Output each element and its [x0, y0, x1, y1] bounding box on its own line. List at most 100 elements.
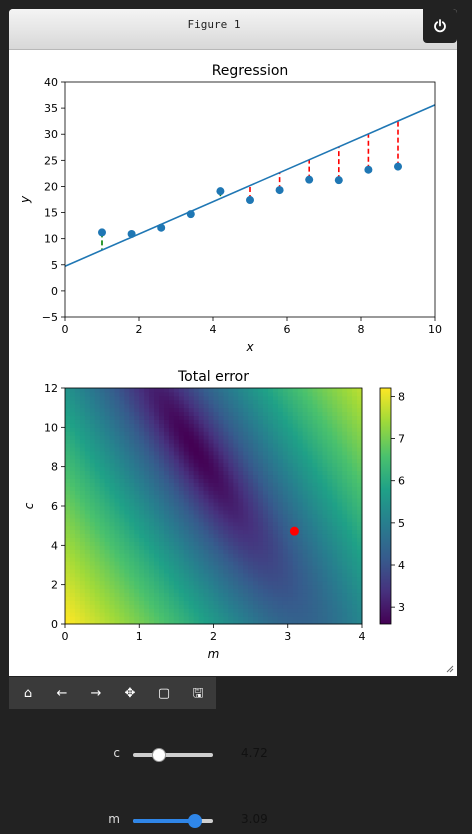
- heatmap-cell: [173, 580, 180, 586]
- heatmap-cell: [218, 443, 224, 448]
- heatmap-cell: [302, 486, 309, 491]
- heatmap-cell: [238, 423, 244, 428]
- heatmap-cell: [104, 557, 111, 562]
- heatmap-cell: [79, 399, 86, 405]
- heatmap-cell: [263, 450, 269, 456]
- slider-c-track[interactable]: [133, 753, 213, 757]
- heatmap-cell: [312, 474, 318, 479]
- heatmap-cell: [322, 517, 328, 523]
- heatmap-cell: [267, 525, 274, 531]
- heatmap-cell: [352, 478, 358, 483]
- heatmap-cell: [322, 407, 328, 413]
- heatmap-cell: [134, 561, 140, 566]
- heatmap-cell: [272, 419, 279, 424]
- save-button[interactable]: 🖫: [181, 677, 215, 709]
- heatmap-cell: [307, 478, 313, 483]
- heatmap-cell: [307, 494, 313, 499]
- heatmap-cell: [144, 466, 150, 472]
- heatmap-cell: [352, 572, 358, 578]
- heatmap-cell: [322, 391, 328, 397]
- heatmap-cell: [188, 490, 195, 495]
- heatmap-cell: [233, 486, 239, 491]
- heatmap-cell: [253, 588, 259, 594]
- heatmap-cell: [124, 439, 130, 444]
- heatmap-cell: [168, 561, 175, 566]
- heatmap-cell: [154, 395, 160, 401]
- heatmap-cell: [164, 435, 170, 440]
- heatmap-cell: [183, 592, 190, 597]
- slider-c-handle[interactable]: [152, 748, 167, 762]
- heatmap-cell: [79, 561, 86, 566]
- forward-button[interactable]: →: [79, 677, 113, 709]
- heatmap-cell: [332, 395, 338, 401]
- heatmap-cell: [109, 478, 115, 483]
- heatmap-cell: [253, 391, 259, 397]
- heatmap-cell: [84, 415, 91, 420]
- heatmap-cell: [337, 431, 343, 436]
- heatmap-cell: [149, 509, 155, 515]
- heatmap-cell: [263, 513, 269, 519]
- slider-c-label: c: [113, 746, 120, 760]
- back-button[interactable]: ←: [45, 677, 79, 709]
- heatmap-cell: [357, 407, 363, 413]
- heatmap-cell: [168, 580, 175, 586]
- home-button[interactable]: ⌂: [11, 677, 45, 709]
- heatmap-cell: [347, 439, 353, 444]
- heatmap-cell: [69, 443, 76, 448]
- heatmap-cell: [287, 525, 294, 531]
- heatmap-cell: [233, 513, 239, 519]
- heatmap-cell: [302, 576, 309, 582]
- heatmap-cell: [144, 411, 150, 417]
- heatmap-cell: [173, 506, 180, 511]
- heatmap-cell: [233, 435, 239, 440]
- heatmap-cell: [89, 580, 96, 586]
- heatmap-cell: [287, 447, 294, 452]
- heatmap-cell: [74, 411, 81, 417]
- heatmap-cell: [159, 399, 165, 405]
- heatmap-cell: [144, 395, 150, 401]
- heatmap-cell: [134, 435, 140, 440]
- colorbar-tick-label: 7: [398, 433, 405, 446]
- heatmap-cell: [188, 466, 195, 472]
- heatmap-cell: [342, 411, 348, 417]
- heatmap-cell: [178, 399, 185, 405]
- heatmap-cell: [183, 604, 190, 609]
- heatmap-cell: [79, 502, 86, 507]
- power-button[interactable]: [423, 9, 457, 43]
- zoom-button[interactable]: ▢: [147, 677, 181, 709]
- heatmap-cell: [159, 388, 165, 393]
- heatmap-cell: [292, 517, 299, 523]
- heatmap-cell: [109, 561, 115, 566]
- heatmap-cell: [267, 592, 274, 597]
- heatmap-cell: [159, 439, 165, 444]
- heatmap-cell: [208, 620, 214, 625]
- heatmap-cell: [94, 557, 101, 562]
- heatmap-cell: [357, 411, 363, 417]
- slider-m-handle[interactable]: [187, 814, 202, 828]
- heatmap-cell: [327, 482, 333, 487]
- heatmap-cell: [84, 568, 91, 574]
- heatmap-cell: [347, 568, 353, 574]
- heatmap-cell: [327, 604, 333, 609]
- heatmap-cell: [144, 388, 150, 393]
- heatmap-cell: [223, 600, 229, 605]
- resize-grip-icon[interactable]: [446, 665, 454, 673]
- heatmap-cell: [203, 399, 210, 405]
- heatmap-cell: [258, 584, 264, 590]
- heatmap-cell: [65, 568, 71, 574]
- heatmap-cell: [332, 572, 338, 578]
- heatmap-cell: [263, 470, 269, 476]
- heatmap-cell: [119, 490, 125, 495]
- pan-button[interactable]: ✥: [113, 677, 147, 709]
- heatmap-cell: [322, 486, 328, 491]
- heatmap-cell: [258, 454, 264, 460]
- heatmap-cell: [297, 415, 304, 420]
- heatmap-cell: [223, 431, 229, 436]
- heatmap-cell: [79, 592, 86, 597]
- heatmap-cell: [124, 584, 130, 590]
- heatmap-cell: [144, 525, 150, 531]
- heatmap-cell: [312, 568, 318, 574]
- heatmap-cell: [228, 565, 234, 570]
- heatmap-cell: [228, 521, 234, 527]
- heatmap-cell: [188, 407, 195, 413]
